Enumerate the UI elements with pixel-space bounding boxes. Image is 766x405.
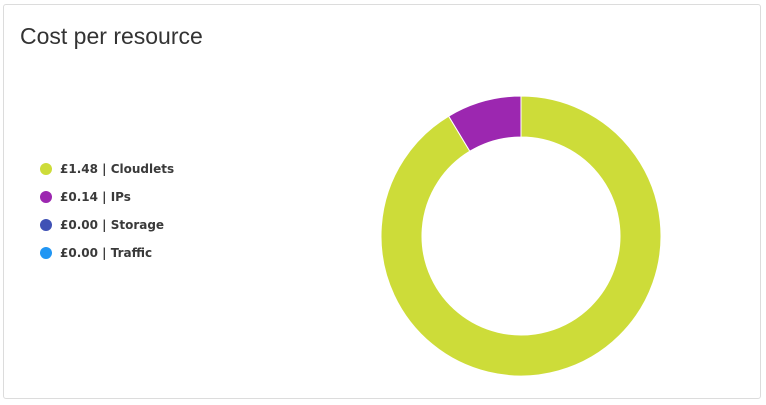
chart-legend: £1.48 | Cloudlets £0.14 | IPs £0.00 | St… [40, 155, 174, 267]
donut-slice-ips[interactable] [447, 95, 522, 152]
legend-item-cloudlets[interactable]: £1.48 | Cloudlets [40, 155, 174, 183]
legend-label-cloudlets: £1.48 | Cloudlets [60, 162, 175, 176]
donut-slices [380, 95, 662, 377]
legend-item-traffic[interactable]: £0.00 | Traffic [40, 239, 174, 267]
legend-label-storage: £0.00 | Storage [60, 218, 165, 232]
cost-per-resource-card: Cost per resource £1.48 | Cloudlets £0.1… [3, 4, 761, 399]
legend-swatch-traffic [40, 247, 52, 259]
legend-swatch-ips [40, 191, 52, 203]
cost-donut-chart [380, 95, 662, 377]
legend-swatch-cloudlets [40, 163, 52, 175]
legend-label-traffic: £0.00 | Traffic [60, 246, 153, 260]
card-title: Cost per resource [20, 23, 203, 49]
legend-item-storage[interactable]: £0.00 | Storage [40, 211, 174, 239]
legend-item-ips[interactable]: £0.14 | IPs [40, 183, 174, 211]
legend-label-ips: £0.14 | IPs [60, 190, 131, 204]
legend-swatch-storage [40, 219, 52, 231]
donut-slice-cloudlets[interactable] [380, 95, 662, 377]
